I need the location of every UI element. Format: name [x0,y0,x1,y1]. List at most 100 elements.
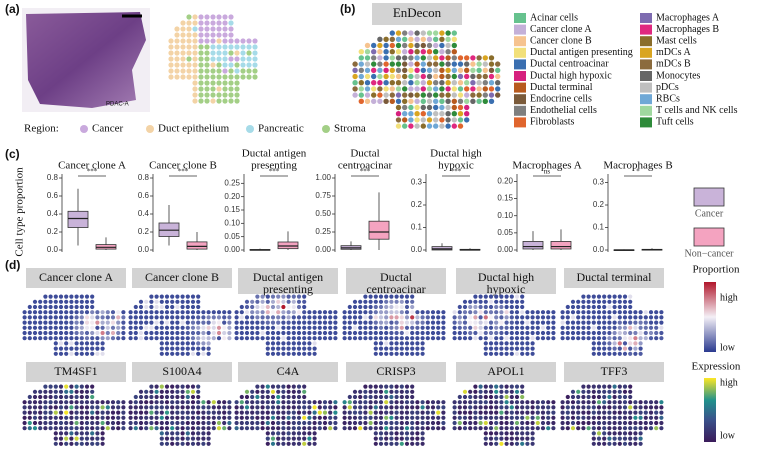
spot [425,330,430,336]
spot [389,330,394,336]
spot [368,394,373,400]
spot [228,62,234,68]
spot [404,304,410,310]
spot [270,420,276,426]
spot [612,441,617,446]
spot [204,68,210,74]
spot [192,14,198,20]
spot [210,92,216,98]
legend-label: Cancer clone B [530,35,592,46]
spot [180,26,186,32]
spot [296,351,302,356]
spot [185,325,190,330]
spot [180,351,185,356]
spot [470,55,476,61]
spot [430,315,436,320]
spot [133,400,138,405]
spot [617,330,622,336]
spot [445,73,451,80]
spot [291,310,296,315]
spot [576,304,581,310]
spot [149,299,154,304]
spot [494,426,499,431]
spot [560,320,565,325]
spot [133,426,138,431]
spot [201,436,206,441]
spot [175,299,180,304]
spot [144,299,149,304]
spot [551,320,556,325]
spot [394,405,399,410]
spot [499,299,504,304]
spot [53,341,58,346]
spot [378,315,384,320]
spot [509,415,514,420]
spot [185,351,190,356]
spot [494,415,499,420]
spot [399,336,404,341]
spot [210,74,216,80]
spot [383,42,389,49]
spot [617,384,622,389]
spot [426,36,433,42]
spot [79,341,84,346]
spot [617,436,622,441]
spot [473,294,478,299]
spot [198,68,204,74]
spot [186,50,192,56]
spot [201,426,206,431]
spot [457,400,462,405]
spot [433,80,439,86]
spot [74,415,79,420]
spot [322,420,328,426]
spot [468,299,473,304]
spot [373,330,378,336]
spot [478,320,483,325]
legend-label: Ductal terminal [530,82,593,93]
spot [509,431,514,436]
spot [628,426,633,431]
spot [473,415,478,420]
spot [79,315,84,320]
spot [482,61,488,67]
spot [402,36,408,42]
spot [520,426,525,431]
spot [451,73,457,80]
legend-swatch [514,36,526,47]
spot [64,420,69,426]
spot [551,400,556,405]
spot [64,341,69,346]
spot [186,62,192,68]
spot [473,310,478,315]
spot [32,325,38,330]
spot [69,299,74,304]
spot [439,117,445,123]
spot [551,415,556,420]
spot [494,336,499,341]
spot [402,67,408,74]
map-title: centroacinar [366,282,425,296]
spot [457,336,462,341]
spot [420,336,425,341]
spot [286,410,291,415]
spot [488,389,494,394]
spot [570,330,576,336]
spot [133,410,138,415]
spot [404,405,410,410]
spot [363,304,368,310]
spot [530,426,535,431]
spot [22,415,27,420]
spot [322,410,328,415]
spot [433,49,439,55]
spot [170,346,175,351]
spot [638,315,643,320]
spot [216,38,222,44]
spot [234,415,239,420]
spot [53,384,58,389]
spot [520,410,525,415]
spot [164,436,170,441]
spot [270,426,276,431]
spot [53,405,58,410]
spot [74,384,79,389]
spot [296,405,302,410]
